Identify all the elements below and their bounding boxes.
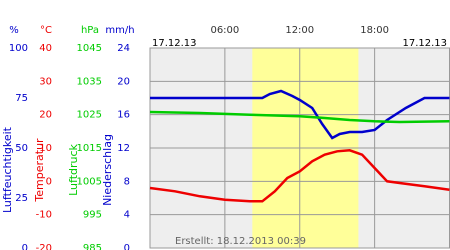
y-tick-label: -20 [36, 243, 52, 250]
series-line [149, 149, 450, 203]
y-tick-label: 50 [15, 143, 28, 154]
x-tick-label: 18:00 [360, 25, 389, 36]
y-tick-label: 0 [46, 176, 52, 187]
axis-unit: mm/h [105, 25, 134, 36]
y-tick-label: 995 [83, 210, 102, 221]
axis-unit: % [9, 25, 19, 36]
y-tick-label: 985 [83, 243, 102, 250]
y-tick-label: 20 [39, 110, 52, 121]
y-tick-label: 1005 [77, 176, 102, 187]
axis-title: Niederschlag [101, 134, 114, 206]
y-tick-label: 25 [15, 193, 28, 204]
axis-unit: hPa [81, 25, 99, 36]
date-left: 17.12.13 [152, 38, 197, 49]
y-tick-label: 8 [124, 176, 130, 187]
y-tick-label: 24 [117, 43, 130, 54]
axis-unit: °C [40, 25, 52, 36]
y-tick-label: 1025 [77, 110, 102, 121]
axis-title: Temperatur [33, 138, 46, 203]
y-tick-label: 1015 [77, 143, 102, 154]
axis-title: Luftdruck [67, 143, 80, 195]
y-tick-label: 1035 [77, 76, 102, 87]
y-tick-label: 20 [117, 76, 130, 87]
axis-title: Luftfeuchtigkeit [1, 126, 14, 213]
y-tick-label: 0 [22, 243, 28, 250]
x-tick-label: 06:00 [210, 25, 239, 36]
date-right: 17.12.13 [402, 38, 447, 49]
x-tick-label: 12:00 [285, 25, 314, 36]
y-tick-label: 30 [39, 76, 52, 87]
y-tick-label: 16 [117, 110, 130, 121]
y-tick-label: 0 [124, 243, 130, 250]
y-tick-label: 12 [117, 143, 130, 154]
y-tick-label: 75 [15, 93, 28, 104]
series-line [150, 89, 450, 140]
y-tick-label: 4 [124, 210, 130, 221]
created-note: Erstellt: 18.12.2013 00:39 [175, 236, 306, 247]
y-tick-label: 10 [39, 143, 52, 154]
y-tick-label: -10 [36, 210, 52, 221]
y-tick-label: 1045 [77, 43, 102, 54]
series-line [149, 110, 450, 124]
y-tick-label: 100 [9, 43, 28, 54]
y-tick-label: 40 [39, 43, 52, 54]
